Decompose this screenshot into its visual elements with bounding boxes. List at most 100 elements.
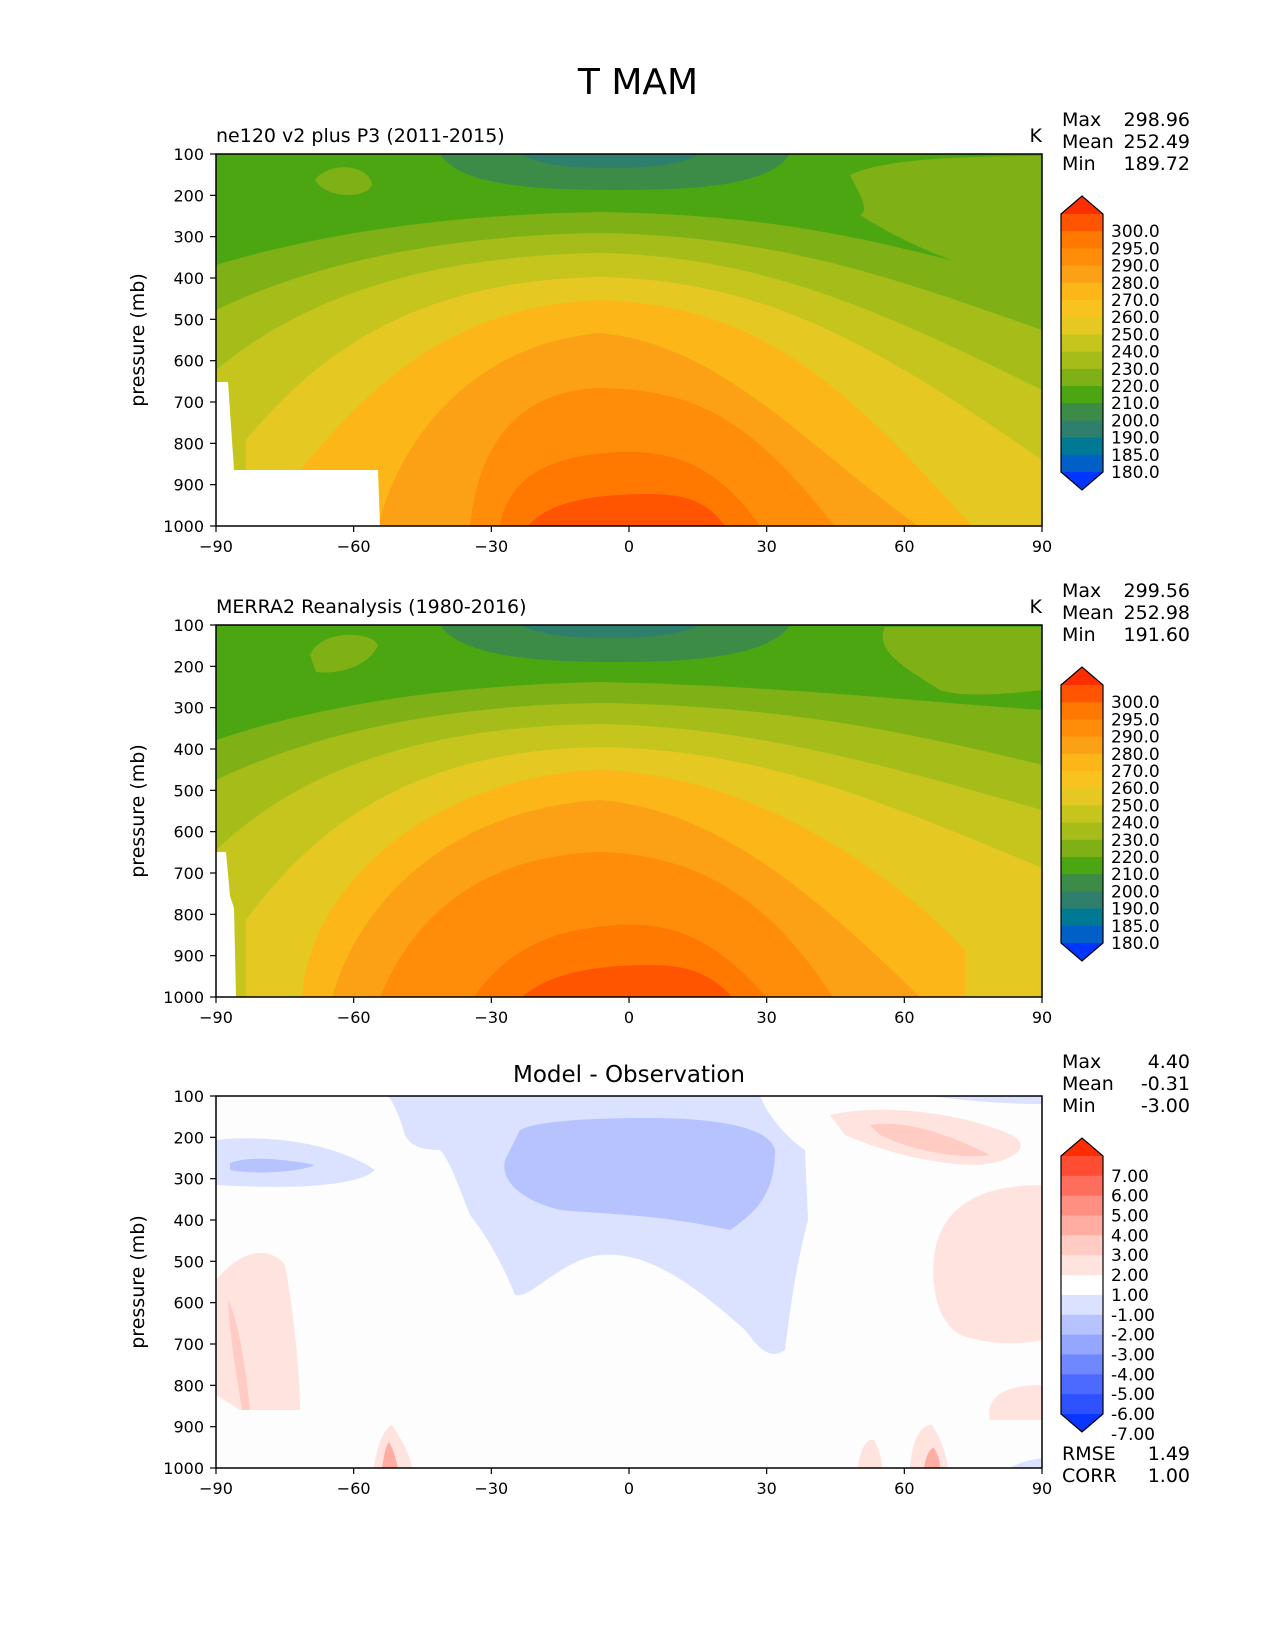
- colorbar-level-label: 280.0: [1111, 745, 1160, 765]
- stat-label: Mean: [1062, 131, 1114, 153]
- contour-band-pos1-bottom-a: [374, 1425, 412, 1468]
- colorbar-swatch: [1061, 231, 1103, 249]
- x-tick-label: 60: [894, 1479, 914, 1498]
- contour-band-pos1-bottom-b: [858, 1439, 882, 1468]
- y-tick-label: 900: [173, 947, 204, 966]
- colorbar-swatch: [1061, 1215, 1103, 1236]
- colorbar-level-label: 260.0: [1111, 308, 1160, 328]
- colorbar-level-label: -4.00: [1111, 1365, 1155, 1385]
- colorbar-level-label: 270.0: [1111, 291, 1160, 311]
- colorbar-swatch: [1061, 822, 1103, 841]
- contour-band-pos1-bottom-c: [910, 1425, 948, 1468]
- colorbar-swatch: [1061, 437, 1103, 456]
- x-tick-label: −30: [474, 537, 508, 556]
- colorbar-level-label: 240.0: [1111, 343, 1160, 363]
- colorbar-level-label: 4.00: [1111, 1226, 1149, 1246]
- colorbar-swatch: [1061, 805, 1103, 824]
- colorbar-swatch: [1061, 736, 1103, 755]
- colorbar-extend-max: [1061, 196, 1103, 214]
- colorbar-swatch: [1061, 386, 1103, 404]
- stats-block: Max 299.56 Mean 252.98 Min 191.60: [1062, 580, 1190, 646]
- x-tick-label: −60: [337, 1479, 371, 1498]
- colorbar-swatch: [1061, 1275, 1103, 1296]
- panel-observation: MERRA2 Reanalysis (1980-2016) K pressure…: [127, 580, 1190, 1027]
- y-axis: 100 200 300 400 500 600 700 800 900 1000: [163, 616, 216, 1007]
- contour-band-220-right: [882, 627, 1042, 695]
- panel-model: ne120 v2 plus P3 (2011-2015) K pressure …: [127, 109, 1190, 556]
- colorbar-level-label: 300.0: [1111, 693, 1160, 713]
- colorbar-swatch: [1061, 300, 1103, 318]
- panel-subtitle: MERRA2 Reanalysis (1980-2016): [216, 596, 527, 618]
- y-axis-label: pressure (mb): [127, 744, 149, 878]
- stat-value: 252.49: [1124, 131, 1190, 153]
- x-tick-label: 30: [756, 1479, 776, 1498]
- colorbar-swatch: [1061, 874, 1103, 892]
- extra-stat-label: CORR: [1062, 1465, 1117, 1487]
- y-tick-label: 100: [173, 1087, 204, 1106]
- colorbar-level-label: 180.0: [1111, 463, 1160, 483]
- colorbar-swatch: [1061, 1354, 1103, 1375]
- x-axis: −90 −60 −30 0 30 60 90: [199, 997, 1052, 1027]
- contour-band-pos2-right: [870, 1123, 990, 1157]
- colorbar-extend-max: [1061, 667, 1103, 685]
- colorbar-level-label: 240.0: [1111, 814, 1160, 834]
- colorbar-level-label: 230.0: [1111, 831, 1160, 851]
- colorbar-level-label: 190.0: [1111, 429, 1160, 449]
- y-tick-label: 1000: [163, 988, 204, 1007]
- contour-field-difference: [216, 1096, 1042, 1468]
- colorbar-level-label: 3.00: [1111, 1246, 1149, 1266]
- colorbar-level-label: 5.00: [1111, 1207, 1149, 1227]
- colorbar-level-label: 260.0: [1111, 779, 1160, 799]
- units-label: K: [1030, 125, 1043, 147]
- y-tick-label: 800: [173, 434, 204, 453]
- colorbar-level-label: 200.0: [1111, 411, 1160, 431]
- colorbar-swatch: [1061, 1255, 1103, 1276]
- panel-difference: Model - Observation pressure (mb) 100 200…: [127, 1051, 1190, 1498]
- stat-value: 252.98: [1124, 602, 1190, 624]
- colorbar: 300.0295.0290.0280.0270.0260.0250.0240.0…: [1060, 666, 1160, 962]
- stat-value: 189.72: [1124, 153, 1190, 175]
- colorbar-swatch: [1061, 1394, 1103, 1415]
- stat-label: Max: [1062, 109, 1101, 131]
- stat-value: -0.31: [1141, 1073, 1190, 1095]
- x-tick-label: −90: [199, 1479, 233, 1498]
- colorbar-extend-min: [1061, 472, 1103, 490]
- colorbar-level-label: 200.0: [1111, 882, 1160, 902]
- stat-value: 4.40: [1148, 1051, 1190, 1073]
- y-tick-label: 800: [173, 905, 204, 924]
- extra-stat-value: 1.49: [1148, 1443, 1190, 1465]
- colorbar-swatch: [1061, 420, 1103, 439]
- colorbar-swatch: [1061, 1334, 1103, 1355]
- colorbar-extend-min: [1061, 1414, 1103, 1432]
- x-tick-label: 60: [894, 1008, 914, 1027]
- colorbar-swatch: [1061, 788, 1103, 806]
- colorbar-outline: [1060, 1137, 1104, 1433]
- colorbar-level-label: 280.0: [1111, 274, 1160, 294]
- colorbar-level-label: -1.00: [1111, 1306, 1155, 1326]
- stat-value: 299.56: [1124, 580, 1190, 602]
- stat-label: Min: [1062, 1095, 1096, 1117]
- x-tick-label: −60: [337, 1008, 371, 1027]
- y-tick-label: 200: [173, 1128, 204, 1147]
- colorbar-extend-max: [1061, 1138, 1103, 1156]
- colorbar-swatch: [1061, 1294, 1103, 1316]
- x-axis: −90 −60 −30 0 30 60 90: [199, 1468, 1052, 1498]
- colorbar-level-label: 190.0: [1111, 900, 1160, 920]
- contour-band-neg1-top: [930, 1096, 1042, 1104]
- y-tick-label: 700: [173, 1335, 204, 1354]
- contour-field-observation: [216, 625, 1042, 997]
- colorbar-level-label: 1.00: [1111, 1286, 1149, 1306]
- colorbar-swatch: [1061, 351, 1103, 370]
- colorbar-level-label: 185.0: [1111, 917, 1160, 937]
- extra-stats-block: RMSE 1.49 CORR 1.00: [1062, 1443, 1190, 1487]
- contour-band-220-patch: [315, 167, 372, 196]
- colorbar-level-label: 185.0: [1111, 446, 1160, 466]
- contour-band-190: [520, 154, 700, 168]
- colorbar-swatch: [1061, 317, 1103, 335]
- colorbar-swatch: [1061, 1374, 1103, 1395]
- contour-band-220-right: [850, 156, 1042, 285]
- y-tick-label: 700: [173, 393, 204, 412]
- contour-band-295: [522, 965, 732, 997]
- colorbar-swatch: [1061, 1235, 1103, 1256]
